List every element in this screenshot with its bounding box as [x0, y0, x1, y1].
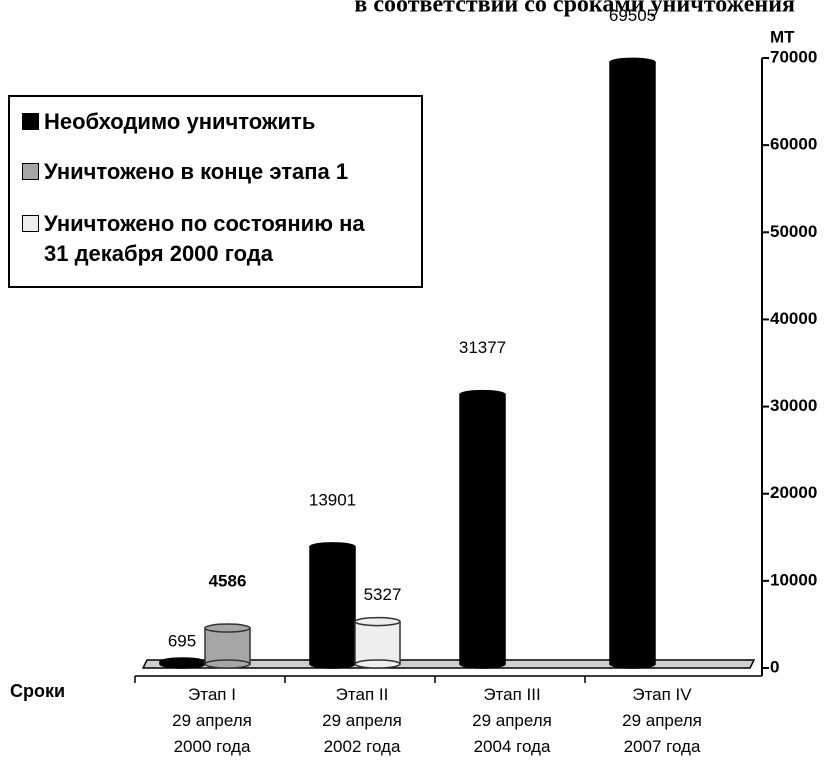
y-tick-label: 50000 — [770, 222, 817, 241]
bar-base — [609, 659, 656, 669]
y-tick-label: 10000 — [770, 570, 817, 589]
bar — [204, 627, 251, 665]
legend-label: Уничтожено по состоянию на 31 декабря 20… — [44, 211, 365, 266]
legend-item: Уничтожено по состоянию на 31 декабря 20… — [22, 209, 365, 269]
floor — [141, 659, 756, 669]
bar-base — [354, 659, 401, 669]
x-tick-label: Этап I 29 апреля 2000 года — [172, 685, 252, 756]
y-tick-label: 40000 — [770, 309, 817, 328]
legend-item: Уничтожено в конце этапа 1 — [22, 157, 348, 187]
x-axis-label: Сроки — [10, 681, 65, 701]
x-tick-label: Этап III 29 апреля 2004 года — [472, 685, 552, 756]
x-tick-label: Этап II 29 апреля 2002 года — [322, 685, 402, 756]
value-label: 4586 — [209, 572, 247, 591]
x-tick-label: Этап IV 29 апреля 2007 года — [622, 685, 702, 756]
chart-title: в соответствии со сроками уничтожения — [354, 0, 795, 18]
bar-top — [204, 623, 251, 633]
legend-label: Необходимо уничтожить — [44, 109, 316, 134]
value-label: 5327 — [364, 585, 402, 604]
y-tick-label: 0 — [770, 657, 779, 676]
value-label: 13901 — [309, 490, 356, 509]
legend-swatch — [22, 113, 39, 130]
legend: Необходимо уничтожить Уничтожено в конце … — [8, 95, 423, 288]
bar-base — [159, 659, 206, 669]
bar — [459, 393, 506, 665]
y-tick-label: 60000 — [770, 135, 817, 154]
bar-top — [309, 542, 356, 552]
y-tick-label: 70000 — [770, 47, 817, 66]
y-axis-label: МТ — [770, 27, 795, 46]
legend-swatch — [22, 215, 39, 232]
bar-top — [354, 616, 401, 627]
y-tick-label: 30000 — [770, 396, 817, 415]
value-label: 695 — [168, 631, 196, 650]
bar — [354, 620, 401, 665]
bar-base — [309, 659, 356, 669]
bar-base — [204, 659, 251, 669]
legend-item: Необходимо уничтожить — [22, 107, 315, 137]
value-label: 69505 — [609, 6, 656, 25]
value-label: 31377 — [459, 338, 506, 357]
bar — [609, 61, 656, 665]
y-tick-label: 20000 — [770, 483, 817, 502]
bar-top — [459, 389, 506, 400]
bar-base — [459, 659, 506, 669]
legend-label: Уничтожено в конце этапа 1 — [44, 159, 349, 184]
bar — [309, 546, 356, 665]
legend-swatch — [22, 163, 39, 180]
bar-top — [609, 57, 656, 68]
